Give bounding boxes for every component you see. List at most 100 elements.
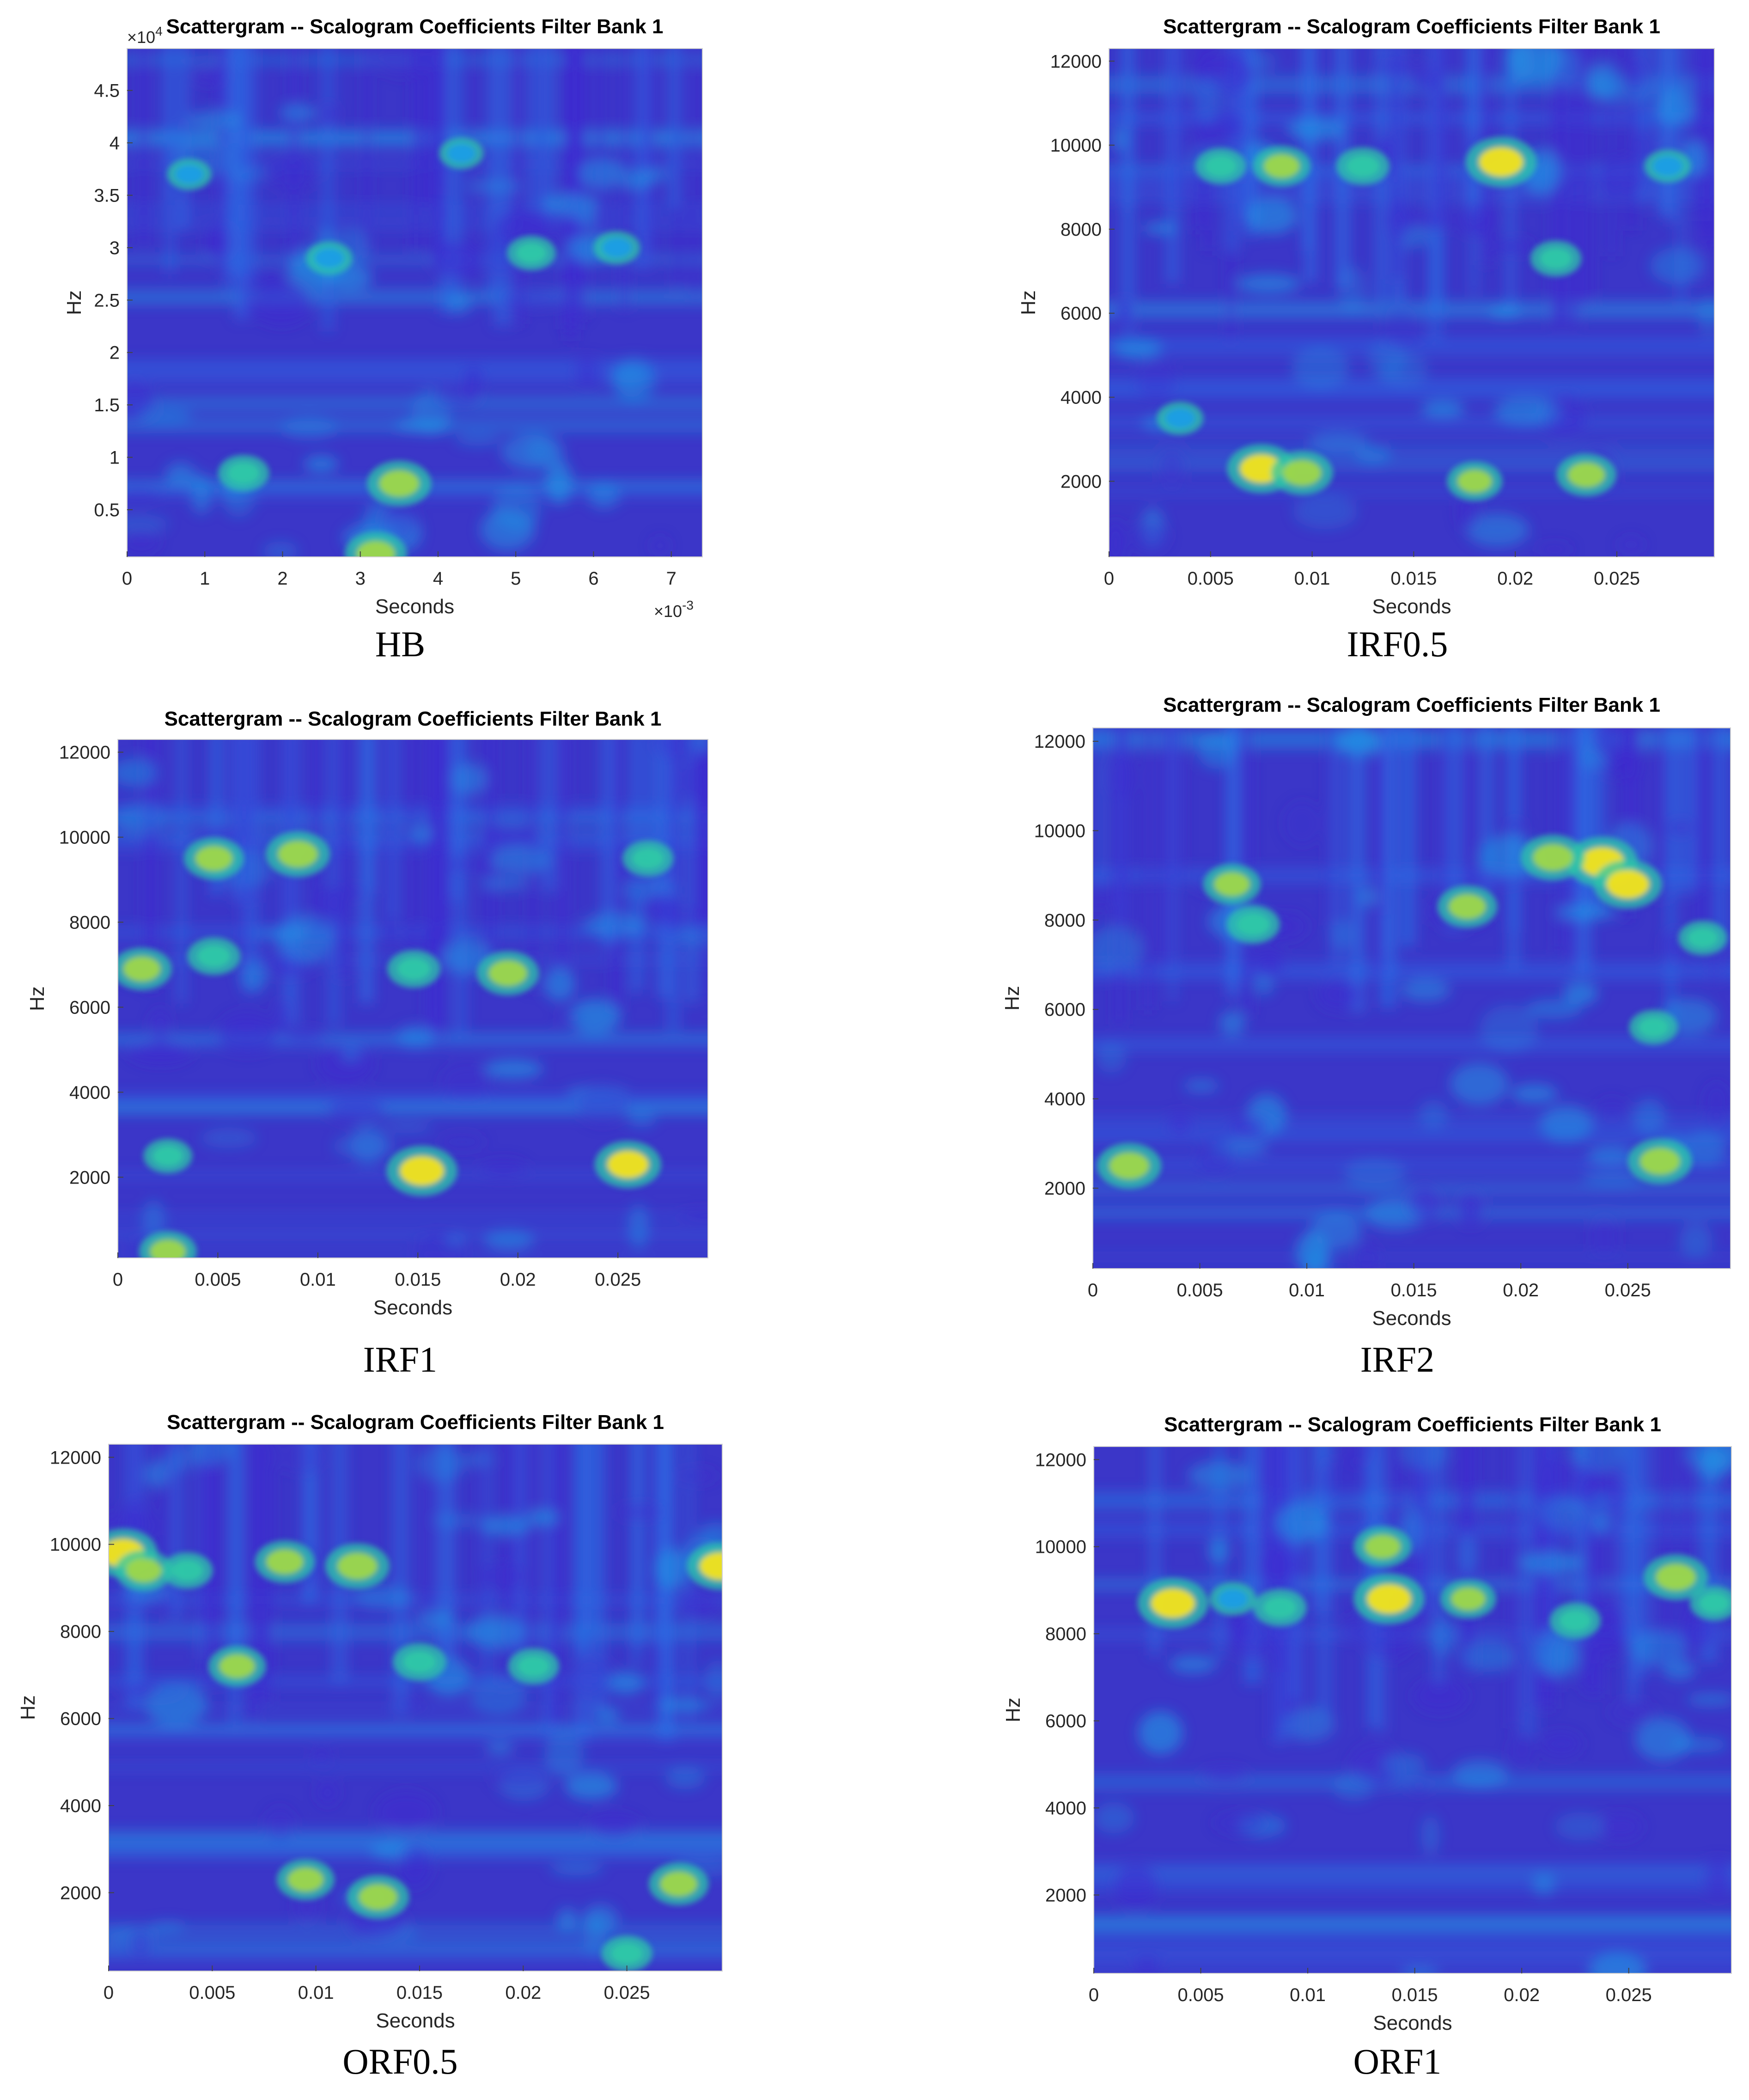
heatmap-blob	[304, 456, 339, 472]
x-axis-label: Seconds	[375, 595, 454, 618]
y-axis-label: Hz	[1001, 986, 1024, 1011]
hotspot-core	[1567, 462, 1605, 488]
heatmap-streak	[1097, 728, 1105, 889]
hotspot-core	[1218, 1589, 1248, 1609]
heatmap-streak	[516, 1444, 525, 1672]
x-tick-label: 0.025	[595, 1270, 641, 1290]
panel-irf2: Scattergram -- Scalogram Coefficients Fi…	[1001, 694, 1731, 1380]
heatmap-blob	[1633, 1098, 1665, 1135]
heatmap-band	[127, 257, 702, 263]
heatmap-streak	[1643, 1447, 1651, 1676]
heatmap-blob	[341, 1044, 361, 1062]
x-axis-label: Seconds	[1373, 2012, 1452, 2034]
heatmap-blob	[1655, 89, 1694, 125]
x-tick-label: 0.02	[1497, 568, 1533, 589]
heatmap-streak	[1432, 49, 1442, 219]
x-tick-label: 0.015	[1390, 568, 1437, 589]
heatmap-blob	[1421, 401, 1464, 417]
heatmap-blob	[1333, 1773, 1374, 1802]
y-tick-label: 10000	[1035, 1537, 1086, 1557]
heatmap-blob	[346, 883, 365, 901]
x-tick-label: 3	[355, 568, 366, 589]
heatmap-streak	[1709, 728, 1719, 983]
y-tick-label: 12000	[1034, 732, 1085, 752]
heatmap-blob	[1188, 1461, 1251, 1490]
hotspot-core	[1365, 1534, 1401, 1559]
heatmap-blob	[1198, 732, 1235, 769]
heatmap-blob	[127, 486, 161, 502]
hotspot-core	[1533, 844, 1573, 871]
x-tick-label: 5	[511, 568, 521, 589]
y-tick-label: 12000	[1035, 1450, 1086, 1470]
heatmap-blob	[1379, 308, 1423, 350]
x-tick-label: 4	[433, 568, 443, 589]
heatmap-blob	[607, 1671, 644, 1695]
hotspot-core	[379, 470, 420, 497]
y-tick-label: 2000	[1045, 1885, 1086, 1905]
heatmap-blob	[587, 1813, 641, 1838]
heatmap-blob	[680, 1209, 708, 1221]
x-tick-label: 0.015	[1392, 1985, 1438, 2005]
heatmap-blob	[1401, 979, 1450, 1001]
y-tick-label: 10000	[1050, 135, 1102, 156]
heatmap-blob	[1408, 72, 1440, 92]
heatmap-streak	[426, 739, 443, 1041]
heatmap-blob	[1540, 1732, 1582, 1756]
hotspot-core	[123, 956, 161, 982]
heatmap-blob	[1683, 1132, 1726, 1166]
heatmap-blob	[438, 1133, 487, 1151]
hotspot-core	[1457, 470, 1492, 493]
heatmap-streak	[335, 739, 353, 979]
y-tick-label: 1	[110, 448, 120, 468]
heatmap-blob	[433, 1514, 481, 1528]
heatmap-streak	[436, 49, 445, 195]
heatmap-blob	[627, 1111, 656, 1128]
heatmap-band	[118, 1213, 708, 1221]
heatmap-streak	[1142, 728, 1153, 1010]
heatmap-streak	[1400, 728, 1416, 947]
heatmap-blob	[480, 508, 536, 551]
hotspot-core	[227, 462, 260, 484]
x-tick-label: 0.025	[1606, 1985, 1652, 2005]
panels-layer: Scattergram -- Scalogram Coefficients Fi…	[17, 15, 1732, 2082]
heatmap-streak	[388, 739, 398, 921]
heatmap-blob	[1580, 1474, 1631, 1517]
heatmap-blob	[1255, 948, 1285, 978]
heatmap-blob	[1596, 1097, 1628, 1121]
heatmap-blob	[190, 473, 213, 514]
heatmap-band	[1109, 454, 1714, 472]
heatmap-blob	[262, 541, 299, 557]
heatmap-blob	[1373, 61, 1435, 74]
heatmap-blob	[669, 924, 708, 947]
x-tick-label: 6	[588, 568, 598, 589]
hotspot-core	[126, 1558, 162, 1583]
heatmap-blob	[565, 1657, 620, 1696]
x-axis-label: Seconds	[1372, 595, 1451, 618]
heatmap-blob	[588, 482, 620, 509]
heatmap-streak	[1668, 49, 1676, 225]
heatmap-blob	[1343, 1613, 1366, 1642]
panel-caption: ORF1	[1353, 2041, 1442, 2082]
heatmap-blob	[281, 415, 338, 440]
heatmap-blob	[1508, 1734, 1536, 1767]
heatmap-blob	[1538, 49, 1581, 86]
hotspot-core	[150, 1239, 186, 1258]
heatmap-streak	[1694, 49, 1706, 221]
heatmap-area	[1109, 49, 1714, 557]
heatmap-band	[1094, 1874, 1731, 1892]
x-tick-label: 0.01	[1294, 568, 1330, 589]
x-tick-label: 0.01	[298, 1983, 334, 2003]
heatmap-streak	[1121, 49, 1134, 320]
heatmap-blob	[583, 912, 646, 937]
hotspot-core	[1282, 460, 1322, 486]
heatmap-blob	[1452, 1759, 1508, 1788]
heatmap-blob	[1167, 1111, 1194, 1136]
heatmap-streak	[540, 49, 556, 220]
heatmap-blob	[1094, 1802, 1134, 1834]
heatmap-band	[127, 290, 702, 305]
heatmap-blob	[1525, 999, 1582, 1019]
heatmap-blob	[1460, 1641, 1516, 1672]
heatmap-blob	[1115, 298, 1134, 325]
heatmap-hotspots	[167, 137, 640, 557]
heatmap-blob	[1093, 884, 1119, 908]
